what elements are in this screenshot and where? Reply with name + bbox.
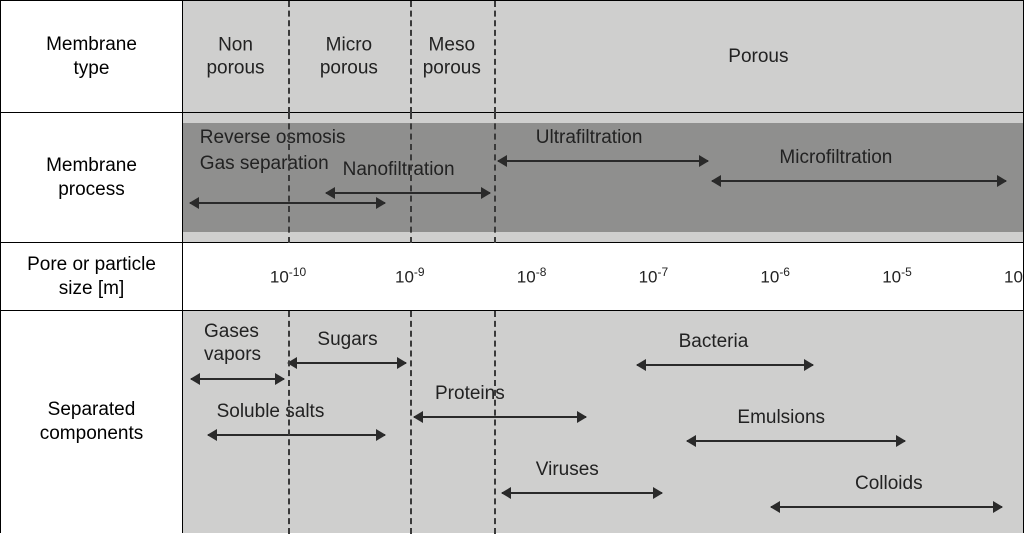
process-range-arrow xyxy=(498,153,708,169)
membrane-type-category: Mesoporous xyxy=(423,33,481,81)
component-label: Bacteria xyxy=(679,331,749,354)
scale-tick: 10-6 xyxy=(760,265,790,288)
process-label: Ultrafiltration xyxy=(536,127,643,149)
component-label: Proteins xyxy=(435,383,505,406)
content-membrane-process: Reverse osmosis Gas separation Nanofiltrat… xyxy=(183,113,1023,242)
row-label-separated-components: Separatedcomponents xyxy=(1,311,183,533)
membrane-type-category: Porous xyxy=(728,45,788,69)
component-label: Sugars xyxy=(317,329,377,352)
row-pore-scale: Pore or particlesize [m] 10-1010-910-810… xyxy=(1,243,1023,311)
scale-tick: 10-4 xyxy=(1004,265,1024,288)
component-range-arrow xyxy=(771,499,1002,515)
label-text: Membranetype xyxy=(46,33,137,81)
membrane-type-category: Nonporous xyxy=(206,33,264,81)
content-pore-scale: 10-10 10-9 10-8 10-7 10-6 10-5 10-4 xyxy=(183,243,1023,310)
component-range-arrow xyxy=(191,371,283,387)
process-label: Microfiltration xyxy=(779,147,892,169)
row-label-pore-scale: Pore or particlesize [m] xyxy=(1,243,183,310)
scale-tick: 10-5 xyxy=(882,265,912,288)
component-label: Colloids xyxy=(855,473,923,496)
label-text: Separatedcomponents xyxy=(40,398,144,446)
row-separated-components: Separatedcomponents Gasesvapors Sugars Sol… xyxy=(1,311,1023,533)
membrane-type-category: Microporous xyxy=(320,33,378,81)
label-text: Pore or particlesize [m] xyxy=(27,253,156,301)
process-text: Reverse osmosis xyxy=(200,127,346,149)
component-label: Emulsions xyxy=(737,407,825,430)
process-range-arrow xyxy=(326,185,490,201)
row-label-membrane-type: Membranetype xyxy=(1,1,183,112)
process-label: Nanofiltration xyxy=(343,159,455,181)
process-text: Gas separation xyxy=(200,153,329,175)
component-range-arrow xyxy=(687,433,905,449)
scale-tick: 10-8 xyxy=(517,265,547,288)
component-range-arrow xyxy=(208,427,384,443)
scale-tick: 10-9 xyxy=(395,265,425,288)
row-membrane-process: Membraneprocess Reverse osmosis Gas separ… xyxy=(1,113,1023,243)
label-text: Membraneprocess xyxy=(46,154,137,202)
scale-tick: 10-10 xyxy=(270,265,306,288)
component-range-arrow xyxy=(637,357,813,373)
component-range-arrow xyxy=(502,485,662,501)
scale-tick: 10-7 xyxy=(639,265,669,288)
component-range-arrow xyxy=(414,409,586,425)
component-range-arrow xyxy=(288,355,406,371)
process-range-arrow xyxy=(712,173,1006,189)
row-label-membrane-process: Membraneprocess xyxy=(1,113,183,242)
membrane-classification-diagram: Membranetype Nonporous Microporous Mesopor… xyxy=(0,0,1024,533)
component-label: Gasesvapors xyxy=(204,321,261,367)
component-label: Viruses xyxy=(536,459,599,482)
component-label: Soluble salts xyxy=(217,401,325,424)
content-separated-components: Gasesvapors Sugars Soluble salts Proteins Vi… xyxy=(183,311,1023,533)
row-membrane-type: Membranetype Nonporous Microporous Mesopor… xyxy=(1,1,1023,113)
content-membrane-type: Nonporous Microporous Mesoporous Porous xyxy=(183,1,1023,112)
